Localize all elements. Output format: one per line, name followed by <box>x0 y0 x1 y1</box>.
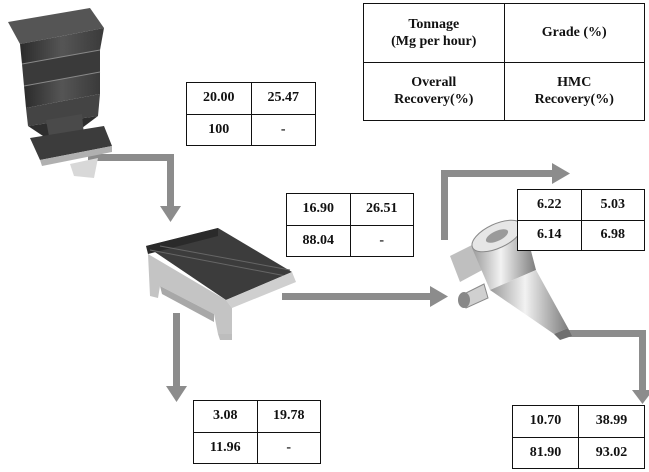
screen-undersize-overall-recovery: 88.04 <box>286 224 351 257</box>
screen-oversize-tonnage: 3.08 <box>193 400 258 433</box>
cyclone-underflow-grade: 38.99 <box>578 405 645 438</box>
feed-hmc-recovery: - <box>250 113 316 146</box>
cyclone-underflow-overall-recovery: 81.90 <box>512 436 579 469</box>
stream-table-feed: 20.00 25.47 100 - <box>186 82 316 146</box>
screen-undersize-tonnage: 16.90 <box>286 193 351 226</box>
cyclone-overflow-tonnage: 6.22 <box>517 189 582 221</box>
screen-undersize-hmc-recovery: - <box>349 224 414 257</box>
legend-tonnage: Tonnage (Mg per hour) <box>363 3 505 63</box>
cyclone-underflow-tonnage: 10.70 <box>512 405 579 438</box>
legend-hmc-recovery: HMC Recovery(%) <box>503 61 645 121</box>
cyclone-overflow-overall-recovery: 6.14 <box>517 219 582 251</box>
cyclone-underflow-hmc-recovery: 93.02 <box>578 436 645 469</box>
arrow-screen-oversize <box>166 313 187 402</box>
feed-tonnage: 20.00 <box>186 82 252 115</box>
legend-table: Tonnage (Mg per hour) Grade (%) Overall … <box>363 3 645 121</box>
cyclone-overflow-hmc-recovery: 6.98 <box>580 219 645 251</box>
screen-oversize-grade: 19.78 <box>256 400 321 433</box>
stream-table-screen-undersize: 16.90 26.51 88.04 - <box>286 193 414 257</box>
arrow-cyclone-underflow <box>566 330 649 404</box>
screen-undersize-grade: 26.51 <box>349 193 414 226</box>
arrow-screen-to-cyclone <box>282 286 448 307</box>
feed-overall-recovery: 100 <box>186 113 252 146</box>
arrow-feed-to-screen <box>88 154 181 222</box>
stream-table-cyclone-underflow: 10.70 38.99 81.90 93.02 <box>512 405 645 469</box>
cyclone-overflow-grade: 5.03 <box>580 189 645 221</box>
hopper-icon <box>8 8 112 178</box>
stream-table-screen-oversize: 3.08 19.78 11.96 - <box>193 400 321 464</box>
legend-overall-recovery: Overall Recovery(%) <box>363 61 505 121</box>
legend-grade: Grade (%) <box>503 3 645 63</box>
feed-grade: 25.47 <box>250 82 316 115</box>
screen-oversize-overall-recovery: 11.96 <box>193 431 258 464</box>
arrow-cyclone-overflow <box>441 163 570 240</box>
stream-table-cyclone-overflow: 6.22 5.03 6.14 6.98 <box>517 189 645 251</box>
vibrating-screen-icon <box>146 228 296 340</box>
screen-oversize-hmc-recovery: - <box>256 431 321 464</box>
